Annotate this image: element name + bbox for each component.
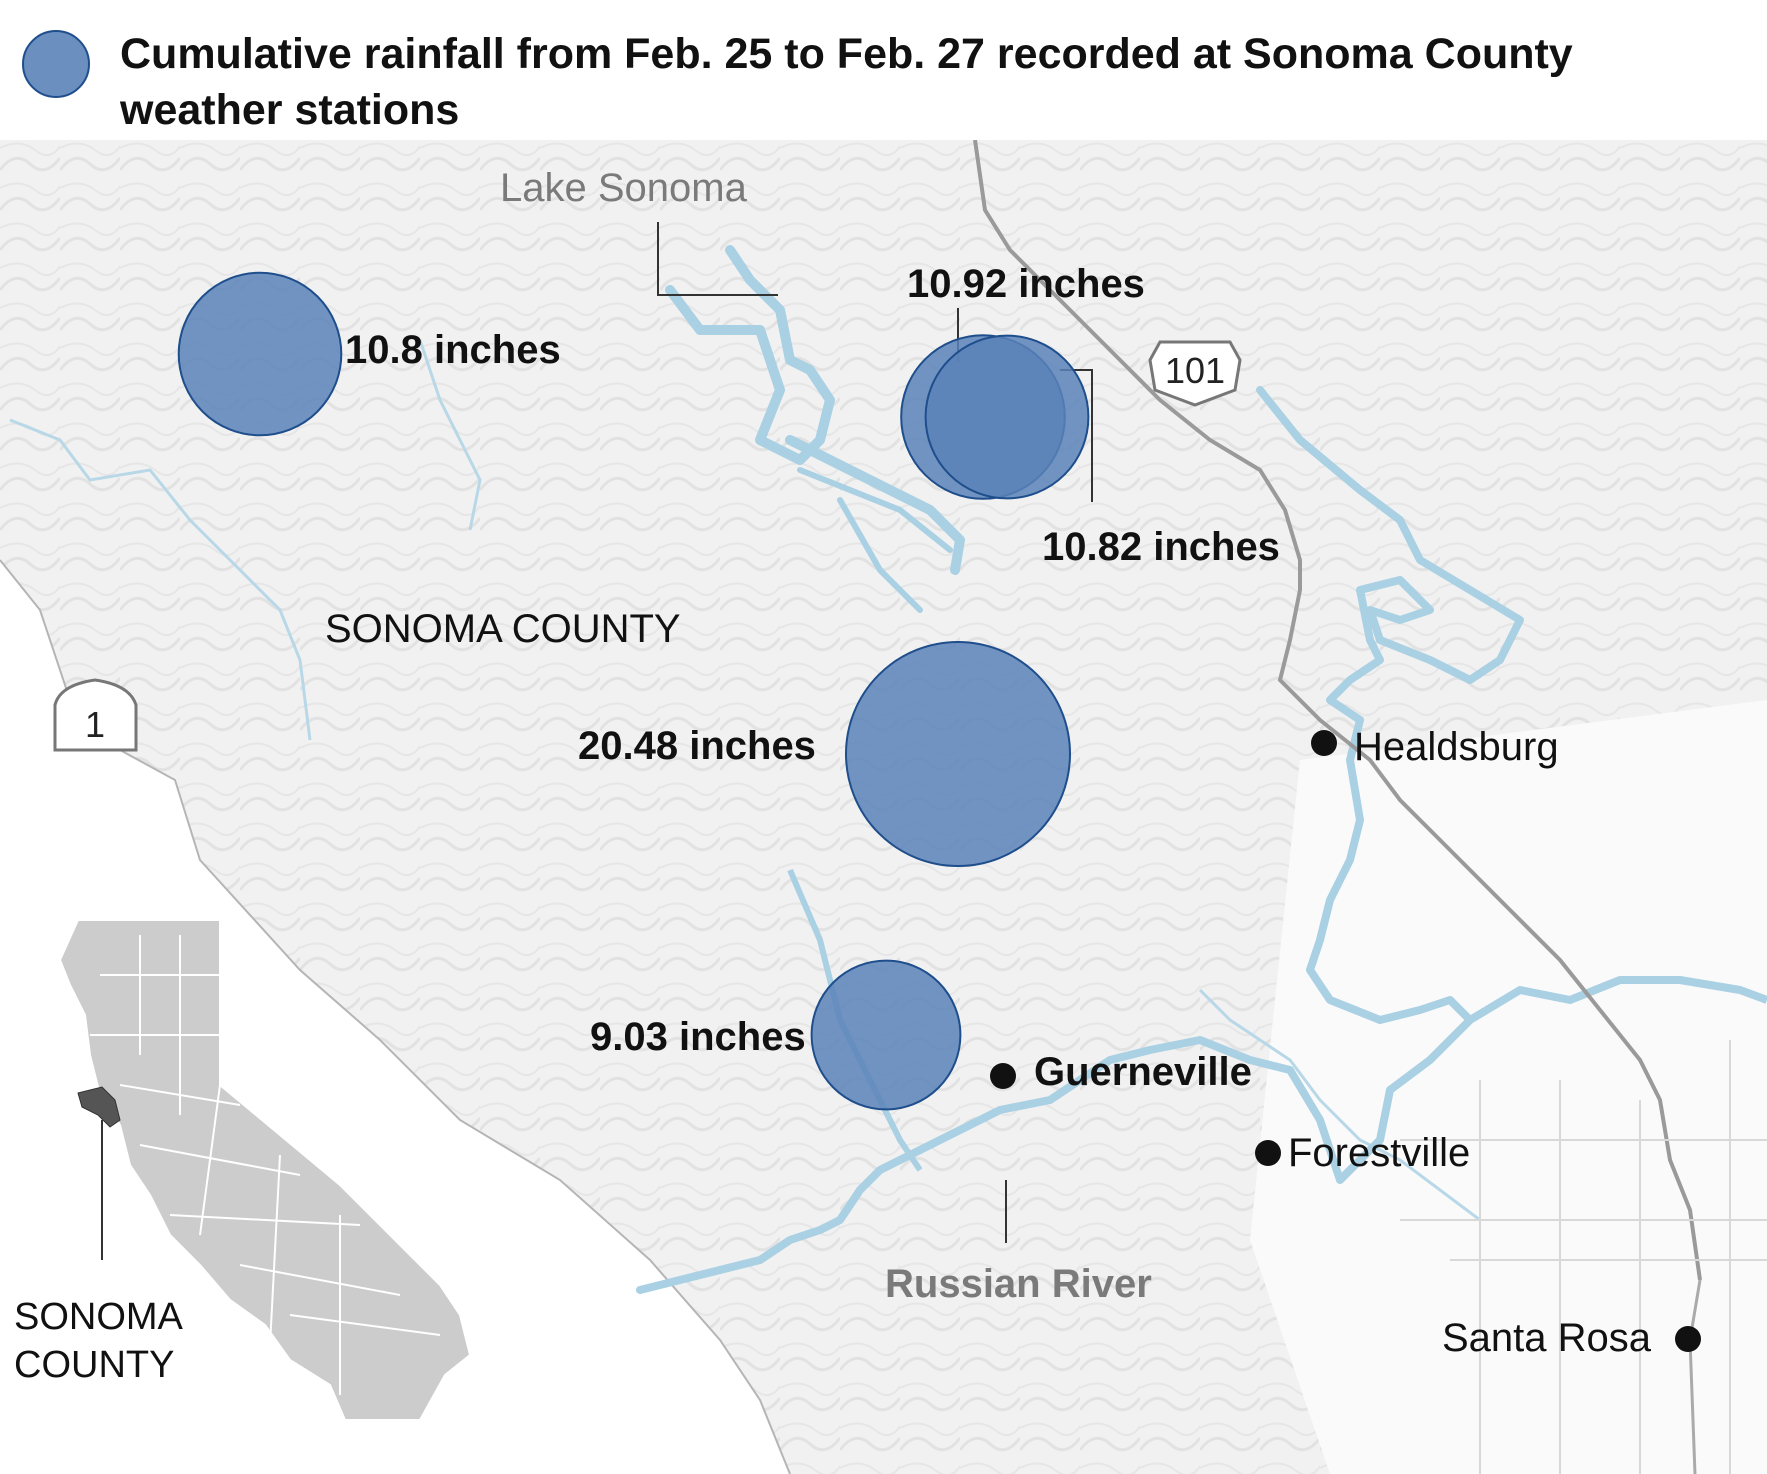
- legend-title-line1: Cumulative rainfall from Feb. 25 to Feb.…: [120, 30, 1573, 78]
- street-grid: [1400, 1040, 1767, 1474]
- healdsburg-dot: [1311, 730, 1337, 756]
- forestville-dot: [1255, 1140, 1281, 1166]
- inset-label-line2: COUNTY: [14, 1344, 175, 1386]
- stream: [418, 339, 482, 531]
- lake-sonoma-label: Lake Sonoma: [500, 166, 747, 210]
- lake-sonoma: [665, 245, 965, 575]
- station-circle-20-48: [845, 641, 1071, 867]
- county-borders: [90, 935, 441, 1395]
- santa-rosa-dot: [1675, 1326, 1701, 1352]
- stream: [1198, 988, 1481, 1222]
- station-label-20-48: 20.48 inches: [578, 724, 816, 768]
- legend-title-line2: weather stations: [120, 86, 460, 134]
- guerneville-label: Guerneville: [1034, 1050, 1252, 1094]
- lake-arm: [797, 467, 953, 613]
- station-label-9-03: 9.03 inches: [590, 1015, 806, 1059]
- station-label-10-92: 10.92 inches: [907, 262, 1145, 306]
- lake-leader-line: [657, 222, 778, 296]
- station-circles: [177, 271, 1090, 1111]
- stream: [9, 418, 312, 741]
- russian-river: [636, 386, 1524, 1294]
- santa-rosa-label: Santa Rosa: [1442, 1316, 1652, 1360]
- sonoma-county-highlight: [77, 1086, 121, 1128]
- legend: Cumulative rainfall from Feb. 25 to Feb.…: [0, 0, 1767, 140]
- russian-river-tributary: [1467, 976, 1767, 1024]
- legend-title: Cumulative rainfall from Feb. 25 to Feb.…: [120, 26, 1720, 138]
- station-circle-9-03: [810, 959, 962, 1111]
- inset-label-line1: SONOMA: [14, 1296, 183, 1338]
- forestville-label: Forestville: [1288, 1131, 1471, 1175]
- guerneville-dot: [990, 1063, 1016, 1089]
- healdsburg-label: Healdsburg: [1354, 725, 1559, 769]
- russian-river-label: Russian River: [885, 1262, 1152, 1306]
- station-circle-10-82: [924, 334, 1090, 500]
- highway-101: [973, 140, 1702, 1281]
- ca1-shield-icon: [53, 678, 138, 752]
- county-label: SONOMA COUNTY: [325, 607, 681, 651]
- inset-county-label: SONOMA COUNTY: [14, 1293, 183, 1389]
- us101-label: 101: [1165, 350, 1225, 391]
- station-label-10-82: 10.82 inches: [1042, 525, 1280, 569]
- station-circle-10-8: [177, 271, 343, 437]
- station-label-10-8: 10.8 inches: [345, 328, 561, 372]
- valley-plain: [1250, 700, 1767, 1474]
- ca1-label: 1: [85, 704, 105, 745]
- legend-circle-icon: [22, 30, 90, 98]
- california-inset-map: [58, 919, 472, 1421]
- us101-shield-icon: [1148, 340, 1242, 407]
- california-shape: [58, 919, 472, 1421]
